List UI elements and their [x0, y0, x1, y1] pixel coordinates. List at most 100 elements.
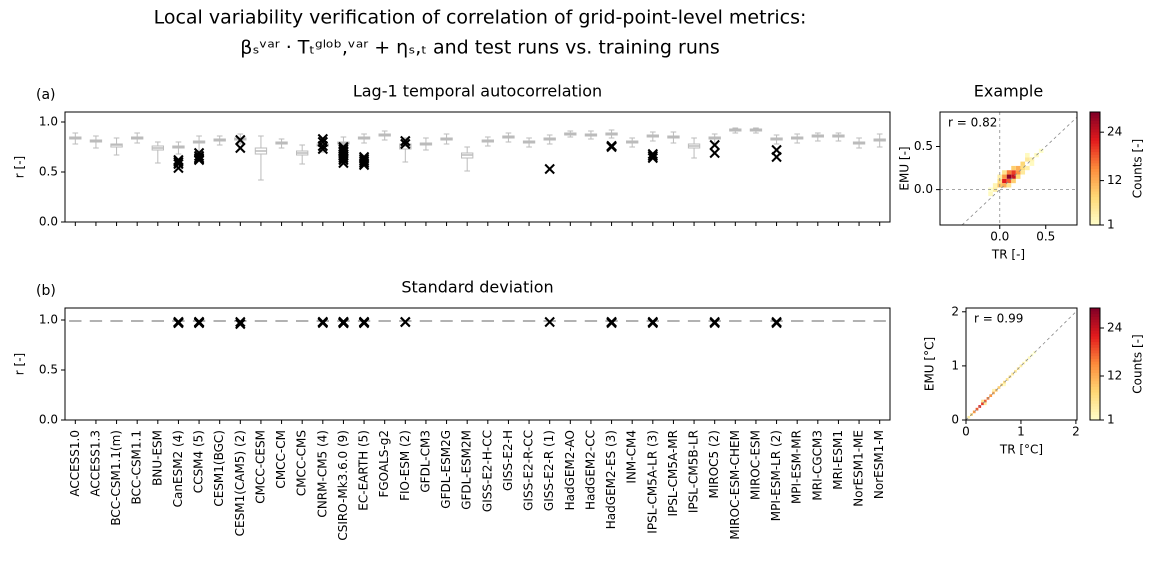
test-run [173, 154, 184, 166]
colorbar-tick-label: 12 [1107, 369, 1122, 383]
heat-cell [975, 407, 979, 411]
colorbar-step [1090, 397, 1100, 401]
heat-cell [988, 191, 993, 197]
test-run [173, 158, 184, 170]
test-run [647, 317, 659, 329]
x-tick-label: MPI-ESM-LR (2) [769, 430, 783, 521]
colorbar-step [1090, 162, 1100, 167]
colorbar-step [1090, 114, 1100, 119]
colorbar-step [1090, 338, 1100, 343]
colorbar-step [1090, 389, 1100, 393]
heat-cell [1002, 174, 1007, 179]
colorbar-step [1090, 213, 1100, 218]
figure-title: Local variability verification of correl… [154, 7, 807, 29]
test-run [193, 150, 205, 162]
heat-cell [967, 415, 971, 419]
identity-line [961, 116, 1078, 226]
x-tick-label: NorESM1-ME [852, 430, 866, 507]
colorbar-step [1090, 414, 1100, 418]
panel-label: (a) [36, 87, 56, 103]
x-tick-label: MIROC5 (2) [707, 430, 721, 499]
colorbar-tick-label: 1 [1107, 218, 1115, 232]
x-tick-label: GISS-E2-R (1) [542, 430, 556, 511]
test-run [338, 157, 349, 169]
figure-subtitle: βₛᵛᵃʳ · Tₜᵍˡᵒᵇ,ᵛᵃʳ + ηₛ,ₜ and test runs … [240, 37, 720, 59]
test-run [173, 162, 184, 174]
test-run [606, 141, 617, 153]
heat-cell [983, 402, 987, 406]
x-tick-label: 0.5 [1036, 230, 1055, 244]
colorbar-label: Counts [-] [1131, 334, 1145, 393]
heat-cell [997, 178, 1003, 184]
test-run [709, 317, 720, 329]
colorbar-step [1090, 330, 1100, 334]
x-tick-label: MIROC-ESM [748, 430, 762, 500]
colorbar-step [1090, 112, 1100, 116]
test-run [338, 154, 349, 166]
y-tick-label: 1.0 [39, 313, 58, 327]
colorbar-step [1090, 383, 1100, 387]
colorbar-step [1090, 313, 1100, 317]
colorbar-step [1090, 308, 1100, 312]
colorbar-tick-label: 12 [1107, 173, 1122, 187]
x-tick-label: GISS-E2-H-CC [480, 430, 494, 512]
colorbar-step [1090, 366, 1100, 371]
identity-line [965, 310, 1078, 421]
x-tick-label: IPSL-CM5B-LR [687, 430, 701, 513]
test-run [235, 134, 246, 146]
heat-cell [1006, 174, 1012, 179]
test-run [647, 150, 659, 162]
x-tick-label: CMCC-CESM [253, 430, 267, 504]
colorbar-step [1090, 202, 1100, 206]
colorbar-step [1090, 408, 1100, 413]
colorbar-step [1090, 411, 1100, 415]
test-run [317, 143, 329, 155]
colorbar-step [1090, 319, 1100, 323]
test-run [358, 157, 370, 169]
colorbar-step [1090, 185, 1100, 189]
colorbar-step [1090, 210, 1100, 215]
colorbar-step [1090, 171, 1100, 175]
heat-cell [1006, 183, 1012, 188]
y-tick-label: 1 [951, 358, 959, 372]
colorbar-step [1090, 392, 1100, 396]
heat-cell [1011, 372, 1015, 376]
heat-cell [1029, 157, 1035, 162]
y-tick-label: 0.5 [914, 139, 933, 153]
x-tick-label: 1 [1017, 425, 1025, 439]
heat-cell [989, 394, 993, 398]
colorbar-step [1090, 219, 1100, 223]
heat-cell [1011, 178, 1016, 184]
x-tick-label: 2 [1072, 425, 1080, 439]
colorbar-step [1090, 160, 1100, 164]
heat-cell [1025, 152, 1030, 158]
x-tick-label: 0.0 [990, 230, 1009, 244]
heat-cell [972, 410, 976, 414]
heat-cell [981, 402, 984, 406]
y-axis-label: r [-] [13, 353, 27, 375]
x-tick-label: GISS-E2-H [501, 430, 515, 491]
test-run [338, 317, 349, 329]
plot-frame [965, 307, 1078, 421]
test-run [235, 142, 246, 154]
colorbar-step [1090, 191, 1100, 195]
heat-cell [1015, 165, 1021, 171]
colorbar-step [1090, 179, 1100, 184]
y-tick-label: 2 [951, 304, 959, 318]
heat-cell [997, 174, 1003, 179]
y-tick-label: 0.0 [39, 413, 58, 427]
test-run [400, 135, 411, 147]
colorbar-step [1090, 193, 1100, 198]
x-tick-label: CanESM2 (4) [171, 430, 185, 507]
heat-cell [1027, 356, 1031, 360]
heat-cell [1014, 369, 1017, 373]
colorbar-step [1090, 188, 1100, 192]
colorbar-step [1090, 216, 1100, 220]
x-tick-label: 0 [962, 425, 970, 439]
x-axis-label: TR [-] [991, 248, 1025, 262]
colorbar-step [1090, 182, 1100, 186]
x-tick-label: GFDL-ESM2G [439, 430, 453, 509]
colorbar-tick-label: 1 [1107, 413, 1115, 427]
test-run [358, 155, 370, 167]
